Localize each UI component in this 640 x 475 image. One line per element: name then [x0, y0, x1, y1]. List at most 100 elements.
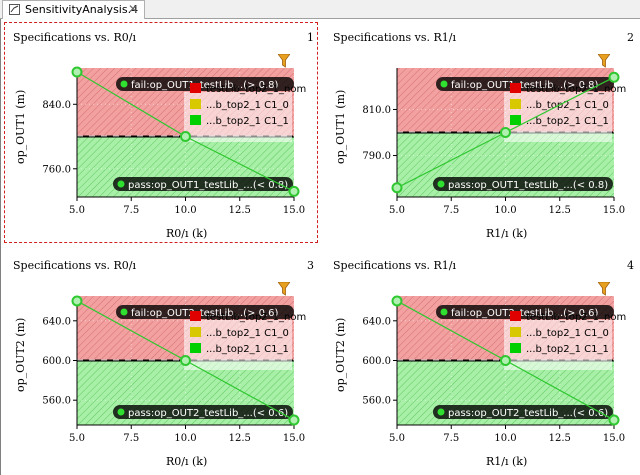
legend-entry: ...b_top2_1 C1_1: [206, 116, 289, 127]
y-axis-label: op_OUT1 (m): [14, 89, 27, 164]
filter-icon: [278, 54, 290, 68]
legend-entry: testLib_top2_1_nom: [526, 312, 626, 323]
chart-title: Specifications vs. R0/ı: [13, 259, 136, 272]
data-point: [180, 355, 191, 366]
y-axis-label: op_OUT1 (m): [334, 89, 347, 164]
legend-swatch: [190, 99, 201, 109]
y-tick-label: 560.0: [42, 396, 71, 407]
legend-swatch: [510, 83, 521, 93]
data-point: [608, 71, 620, 83]
tab-label: SensitivityAnalysis.4: [25, 3, 139, 16]
fail-spec-label: fail:op_OUT2_testLib...(> 0.6): [436, 305, 614, 319]
x-tick-label: 7.5: [443, 433, 459, 444]
close-icon[interactable]: ✕: [128, 2, 139, 16]
x-axis-label: R1/ı (k): [486, 227, 528, 240]
chart-svg: 560.0 600.0 640.0 5.0 7.5 10.0 12.5 15.0 fail:op…: [42, 282, 306, 444]
x-axis-label: R0/ı (k): [166, 227, 208, 240]
legend-swatch: [510, 311, 521, 321]
y-tick-label: 840.0: [42, 100, 71, 111]
x-tick-label: 12.5: [549, 433, 571, 444]
data-point: [288, 185, 300, 197]
y-tick-label: 790.0: [362, 151, 391, 162]
chart-title: Specifications vs. R1/ı: [333, 31, 456, 44]
x-tick-label: 5.0: [389, 433, 405, 444]
x-tick-label: 7.5: [123, 205, 139, 216]
chart-panel-4[interactable]: Specifications vs. R1/ı 4 560.0 600.0 640.0 5…: [321, 247, 640, 475]
pass-spec-label: pass:op_OUT1_testLib_...(< 0.8): [113, 177, 293, 191]
legend-swatch: [190, 115, 201, 125]
x-tick-label: 10.0: [174, 433, 196, 444]
legend-entry: ...b_top2_1 C1_0: [526, 328, 609, 339]
x-tick-label: 5.0: [69, 433, 85, 444]
legend-entry: ...b_top2_1 C1_0: [526, 100, 609, 111]
pass-spec-label: pass:op_OUT2_testLib_...(< 0.6): [113, 405, 293, 419]
legend: testLib_top2_1_nom ...b_top2_1 C1_0 ...b_t…: [504, 311, 626, 370]
legend-swatch: [190, 327, 201, 337]
svg-text:pass:op_OUT2_testLib_...(< 0.6: pass:op_OUT2_testLib_...(< 0.6): [128, 408, 288, 419]
x-tick-label: 12.5: [229, 433, 251, 444]
legend-entry: ...b_top2_1 C1_0: [206, 328, 289, 339]
x-axis-label: R1/ı (k): [486, 455, 528, 468]
chart-panel-2[interactable]: Specifications vs. R1/ı 2 790.0 810.0 5.0 7.5…: [321, 19, 640, 247]
legend: testLib_top2_1_nom ...b_top2_1 C1_0 ...b_t…: [504, 83, 626, 142]
data-point: [180, 131, 191, 143]
legend: testLib_top2_1_nom ...b_top2_1 C1_0 ...b_t…: [184, 311, 306, 370]
filter-icon: [598, 282, 610, 296]
chart-title: Specifications vs. R1/ı: [333, 259, 456, 272]
legend-swatch: [190, 311, 201, 321]
x-tick-label: 15.0: [283, 433, 305, 444]
x-tick-label: 10.0: [174, 205, 196, 216]
data-point: [288, 414, 300, 426]
legend-entry: ...b_top2_1 C1_1: [206, 344, 289, 355]
chart-title: Specifications vs. R0/ı: [13, 31, 136, 44]
selection-outline: [4, 22, 318, 243]
fail-spec-label: fail:op_OUT1_testLib...(> 0.8): [436, 77, 614, 91]
svg-text:fail:op_OUT2_testLib...(> 0.6): fail:op_OUT2_testLib...(> 0.6): [451, 308, 599, 319]
svg-text:fail:op_OUT1_testLib...(> 0.8): fail:op_OUT1_testLib...(> 0.8): [451, 80, 599, 91]
y-axis-label: op_OUT2 (m): [14, 317, 27, 392]
legend-swatch: [510, 99, 521, 109]
pass-spec-label: pass:op_OUT1_testLib_...(< 0.8): [433, 177, 613, 191]
x-tick-label: 7.5: [123, 433, 139, 444]
fail-spec-label: fail:op_OUT1_testLib...(> 0.8): [116, 77, 294, 91]
x-tick-label: 5.0: [69, 205, 85, 216]
legend-swatch: [190, 83, 201, 93]
tab-sensitivity-analysis[interactable]: SensitivityAnalysis.4 ✕: [2, 0, 145, 19]
chart-index: 2: [627, 31, 634, 44]
data-point: [391, 295, 403, 307]
svg-text:pass:op_OUT1_testLib_...(< 0.8: pass:op_OUT1_testLib_...(< 0.8): [128, 180, 288, 191]
chart-svg: 560.0 600.0 640.0 5.0 7.5 10.0 12.5 15.0 fail:op…: [362, 282, 626, 444]
x-tick-label: 12.5: [229, 205, 251, 216]
svg-text:pass:op_OUT1_testLib_...(< 0.8: pass:op_OUT1_testLib_...(< 0.8): [448, 180, 608, 191]
svg-text:fail:op_OUT2_testLib...(> 0.6): fail:op_OUT2_testLib...(> 0.6): [131, 308, 279, 319]
chart-panel-3[interactable]: Specifications vs. R0/ı 3 560.0 600.0 640.0 5…: [1, 247, 321, 475]
chart-index: 4: [627, 259, 634, 272]
fail-spec-label: fail:op_OUT2_testLib...(> 0.6): [116, 305, 294, 319]
chart-svg: 760.0 840.0 5.0 7.5 10.0 12.5 15.0 fail:op_OUT1…: [42, 54, 306, 216]
y-tick-label: 600.0: [362, 356, 391, 367]
y-tick-label: 560.0: [362, 396, 391, 407]
filter-icon: [598, 54, 610, 68]
y-tick-label: 640.0: [42, 316, 71, 327]
legend-swatch: [510, 115, 521, 125]
legend-swatch: [190, 343, 201, 353]
chart-index: 1: [307, 31, 314, 44]
chart-svg: 790.0 810.0 5.0 7.5 10.0 12.5 15.0 fail:op_OUT1…: [362, 54, 626, 216]
legend-entry: ...b_top2_1 C1_1: [526, 116, 609, 127]
x-tick-label: 15.0: [603, 205, 625, 216]
tab-bar: SensitivityAnalysis.4 ✕: [0, 0, 640, 19]
x-tick-label: 7.5: [443, 205, 459, 216]
legend-entry: ...b_top2_1 C1_0: [206, 100, 289, 111]
svg-text:pass:op_OUT2_testLib_...(< 0.6: pass:op_OUT2_testLib_...(< 0.6): [448, 408, 608, 419]
data-point: [608, 414, 620, 426]
y-tick-label: 640.0: [362, 316, 391, 327]
data-point: [71, 66, 83, 78]
data-point: [500, 355, 511, 366]
legend-entry: testLib_top2_1_nom: [526, 84, 626, 95]
y-tick-label: 760.0: [42, 164, 71, 175]
x-tick-label: 5.0: [389, 205, 405, 216]
chart-panel-1[interactable]: Specifications vs. R0/ı 1 760.0 840.0 5.0 7.5…: [1, 19, 321, 247]
chart-doc-icon: [9, 4, 20, 15]
x-tick-label: 10.0: [494, 433, 516, 444]
filter-icon: [278, 282, 290, 296]
